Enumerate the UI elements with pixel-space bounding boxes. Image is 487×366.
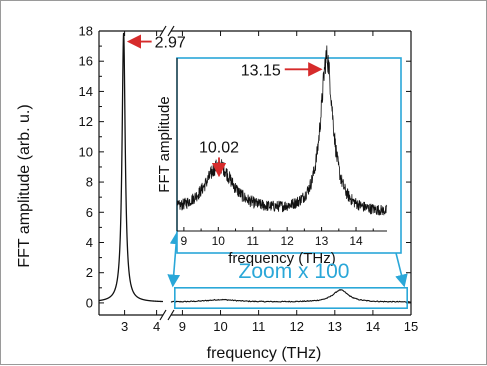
y-tick-label: 8 bbox=[86, 175, 93, 190]
x-tick-label: 14 bbox=[366, 319, 380, 334]
main-ticks: 0 2 4 6 8 10 12 14 16 18 3 4 9 10 11 12 13 14 15 bbox=[79, 24, 419, 335]
x-tick-label: 13 bbox=[328, 319, 342, 334]
y-tick-label: 4 bbox=[86, 235, 93, 250]
zoom-box bbox=[174, 287, 408, 310]
x-tick-label: 10 bbox=[213, 319, 227, 334]
x-tick-label: 12 bbox=[289, 319, 303, 334]
main-x-axis-label: frequency (THz) bbox=[207, 345, 322, 362]
inset-x-tick-label: 10 bbox=[212, 234, 226, 248]
inset-peak-label-13-15: 13.15 bbox=[241, 62, 281, 79]
axis-break-mark bbox=[167, 309, 175, 321]
main-y-axis-label: FFT amplitude (arb. u.) bbox=[16, 104, 33, 267]
zoom-label: Zoom x 100 bbox=[239, 260, 350, 283]
inset-x-tick-label: 11 bbox=[247, 234, 260, 248]
inset-x-tick-label: 9 bbox=[181, 234, 188, 248]
inset-y-axis-label: FFT amplitude bbox=[156, 96, 173, 192]
y-tick-label: 10 bbox=[79, 144, 93, 159]
main-axes bbox=[98, 25, 412, 321]
y-tick-label: 12 bbox=[79, 114, 93, 129]
main-trace-segment-2 bbox=[170, 288, 412, 303]
y-tick-label: 2 bbox=[86, 265, 93, 280]
inset-x-tick-label: 12 bbox=[280, 234, 294, 248]
inset-x-tick-label: 13 bbox=[315, 234, 329, 248]
y-tick-label: 16 bbox=[79, 54, 93, 69]
main-trace-segment-1 bbox=[98, 32, 163, 303]
x-tick-label: 3 bbox=[121, 319, 128, 334]
x-tick-label: 11 bbox=[252, 319, 266, 334]
y-tick-label: 6 bbox=[86, 205, 93, 220]
inset-peak-label-10-02: 10.02 bbox=[199, 139, 239, 156]
main-trace bbox=[98, 32, 412, 303]
y-tick-label: 14 bbox=[79, 84, 93, 99]
y-tick-label: 18 bbox=[79, 24, 93, 39]
x-tick-label: 9 bbox=[179, 319, 186, 334]
inset-x-tick-label: 14 bbox=[349, 234, 363, 248]
x-tick-label: 15 bbox=[404, 319, 418, 334]
axis-break-mark bbox=[159, 309, 167, 321]
inset-group: 9 10 11 12 13 14 13.15 10.02 frequency (THz) FFT … bbox=[156, 45, 402, 267]
main-annotations: 2.97 bbox=[126, 34, 186, 52]
inset-x-axis-label: frequency (THz) bbox=[228, 250, 336, 267]
x-tick-label: 4 bbox=[153, 319, 160, 334]
axis-break-mark bbox=[159, 25, 167, 37]
peak-label-2-97: 2.97 bbox=[155, 35, 186, 52]
y-tick-label: 0 bbox=[86, 295, 93, 310]
axis-break-mark bbox=[167, 25, 175, 37]
